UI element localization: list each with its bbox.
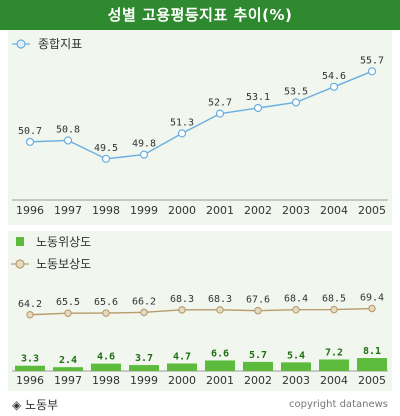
data-point bbox=[292, 305, 300, 314]
bar-value-label: 3.7 bbox=[135, 353, 153, 364]
data-label: 50.7 bbox=[18, 126, 42, 137]
x-tick-label: 1999 bbox=[130, 204, 158, 217]
chart-title: 성별 고용평등지표 추이(%) bbox=[0, 0, 400, 30]
x-tick-label: 2000 bbox=[168, 204, 196, 217]
data-label: 53.5 bbox=[284, 86, 308, 97]
data-point bbox=[254, 306, 262, 315]
x-tick-label: 2003 bbox=[282, 374, 310, 387]
series-line bbox=[29, 70, 373, 160]
x-tick-label: 2001 bbox=[206, 374, 234, 387]
x-tick-label: 2005 bbox=[358, 204, 386, 217]
legend-marker-icon bbox=[16, 39, 26, 49]
data-label: 69.4 bbox=[360, 293, 384, 304]
legend-marker-icon bbox=[15, 259, 25, 269]
x-tick-label: 2005 bbox=[358, 374, 386, 387]
bar bbox=[205, 360, 235, 371]
source-label: ◈ 노동부 bbox=[12, 398, 59, 412]
source-text: 노동부 bbox=[25, 398, 59, 412]
data-label: 64.2 bbox=[18, 299, 42, 310]
data-label: 50.8 bbox=[56, 124, 80, 135]
data-label: 52.7 bbox=[208, 98, 232, 109]
bar bbox=[15, 365, 45, 371]
bar-value-label: 5.4 bbox=[287, 350, 305, 361]
bar bbox=[167, 363, 197, 371]
data-label: 68.4 bbox=[284, 294, 308, 305]
data-point bbox=[177, 129, 187, 138]
x-tick-label: 2004 bbox=[320, 374, 348, 387]
data-label: 49.5 bbox=[94, 143, 118, 154]
data-point bbox=[139, 150, 149, 159]
data-point bbox=[253, 103, 263, 113]
x-tick-label: 1997 bbox=[54, 374, 82, 387]
x-tick-label: 2000 bbox=[168, 374, 196, 387]
bar bbox=[319, 359, 349, 371]
x-tick-label: 1998 bbox=[92, 204, 120, 217]
data-point bbox=[101, 154, 111, 163]
bar bbox=[53, 367, 83, 371]
data-point bbox=[215, 109, 225, 118]
data-label: 65.5 bbox=[56, 297, 80, 308]
series-line bbox=[29, 307, 373, 316]
data-label: 51.3 bbox=[170, 117, 194, 128]
data-label: 68.5 bbox=[322, 294, 346, 305]
data-point bbox=[25, 137, 35, 146]
copyright-text: copyright datanews bbox=[289, 399, 388, 410]
bar-value-label: 2.4 bbox=[59, 355, 77, 366]
x-tick-label: 1996 bbox=[16, 204, 44, 217]
data-point bbox=[26, 311, 34, 319]
legend: 종합지표 bbox=[12, 37, 82, 51]
x-tick-label: 1997 bbox=[54, 204, 82, 217]
x-tick-label: 1998 bbox=[92, 374, 120, 387]
data-point bbox=[330, 305, 338, 314]
bar bbox=[281, 362, 311, 371]
legend-label: 노동위상도 bbox=[36, 235, 91, 249]
legend-label: 종합지표 bbox=[38, 37, 82, 51]
data-label: 55.7 bbox=[360, 55, 384, 66]
legend-bar-icon bbox=[16, 237, 24, 246]
x-tick-label: 1996 bbox=[16, 374, 44, 387]
data-point bbox=[368, 304, 376, 313]
data-label: 67.6 bbox=[246, 295, 270, 306]
data-label: 65.6 bbox=[94, 297, 118, 308]
bar bbox=[357, 358, 387, 371]
data-label: 68.3 bbox=[170, 294, 194, 305]
data-label: 66.2 bbox=[132, 296, 156, 307]
bar-value-label: 8.1 bbox=[363, 346, 381, 357]
bar-value-label: 4.6 bbox=[97, 352, 115, 363]
data-label: 68.3 bbox=[208, 294, 232, 305]
data-point bbox=[63, 136, 73, 145]
x-tick-label: 1999 bbox=[130, 374, 158, 387]
x-tick-label: 2001 bbox=[206, 204, 234, 217]
composite-index-panel: 종합지표 50.7 50.8 49.5 49.8 51.3 52.7 53.1 53.5 54.6… bbox=[8, 30, 392, 225]
bar-value-label: 5.7 bbox=[249, 350, 267, 361]
bar-value-label: 3.3 bbox=[21, 354, 39, 365]
x-tick-label: 2003 bbox=[282, 204, 310, 217]
data-point bbox=[140, 308, 148, 317]
data-point bbox=[102, 309, 110, 317]
bar-value-label: 7.2 bbox=[325, 347, 343, 358]
data-point bbox=[291, 98, 301, 107]
data-point bbox=[178, 306, 186, 314]
bar bbox=[129, 365, 159, 371]
bar-value-label: 4.7 bbox=[173, 351, 191, 362]
legend-label: 노동보상도 bbox=[36, 257, 91, 271]
data-label: 54.6 bbox=[322, 71, 346, 82]
data-label: 49.8 bbox=[132, 139, 156, 150]
data-point bbox=[329, 82, 339, 91]
x-tick-label: 2002 bbox=[244, 204, 272, 217]
data-label: 53.1 bbox=[246, 92, 270, 103]
x-tick-label: 2002 bbox=[244, 374, 272, 387]
data-point bbox=[216, 306, 224, 314]
bar-value-label: 6.6 bbox=[211, 348, 229, 359]
composite-index-chart: 종합지표 50.7 50.8 49.5 49.8 51.3 52.7 53.1 53.5 54.6… bbox=[12, 37, 388, 217]
bar bbox=[91, 363, 121, 371]
x-tick-label: 2004 bbox=[320, 204, 348, 217]
bar bbox=[243, 361, 273, 371]
data-point bbox=[64, 309, 72, 317]
data-point bbox=[367, 67, 377, 76]
